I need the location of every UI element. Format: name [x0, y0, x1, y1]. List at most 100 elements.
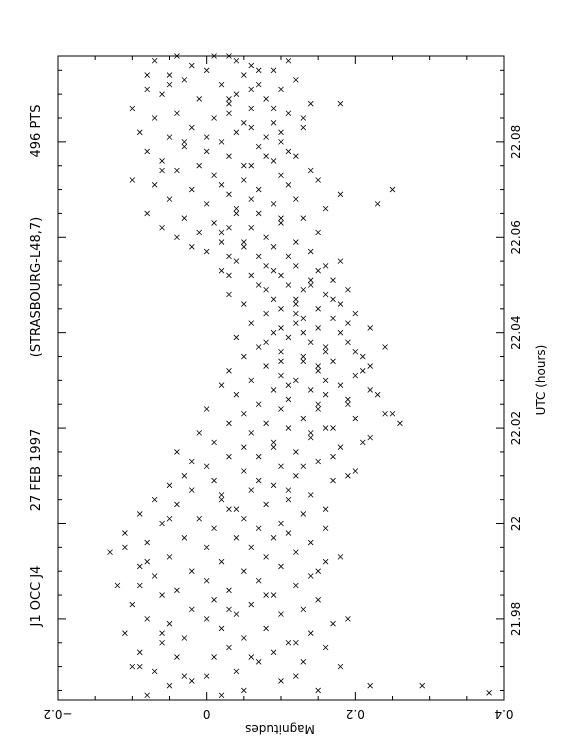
- data-point: [345, 339, 351, 346]
- data-point: [241, 468, 247, 474]
- data-point: [218, 81, 225, 88]
- data-point: [248, 487, 255, 493]
- data-point: [218, 239, 225, 245]
- data-point: [233, 57, 240, 64]
- data-point: [181, 215, 188, 221]
- data-point: [285, 334, 292, 341]
- data-point: [278, 563, 284, 570]
- data-point: [278, 306, 284, 312]
- data-point: [322, 205, 329, 212]
- data-point: [337, 301, 344, 307]
- data-point: [248, 377, 255, 384]
- data-point: [359, 439, 366, 446]
- y-tick-label: −0.2: [43, 707, 72, 721]
- data-point: [285, 425, 292, 431]
- data-point: [129, 601, 136, 608]
- data-point: [278, 86, 284, 93]
- data-point: [241, 244, 247, 250]
- data-point: [330, 453, 336, 460]
- data-point: [352, 310, 359, 317]
- data-point: [136, 129, 143, 136]
- data-point: [322, 348, 329, 355]
- data-point: [293, 377, 299, 384]
- data-point: [315, 325, 321, 331]
- y-axis-label: Magnitudes: [245, 722, 315, 736]
- data-point: [337, 554, 344, 560]
- data-point: [189, 458, 195, 465]
- data-point: [285, 148, 292, 155]
- data-point: [389, 186, 396, 193]
- data-point: [189, 487, 195, 493]
- data-point: [307, 573, 314, 579]
- data-point: [248, 320, 255, 326]
- data-point: [330, 425, 336, 431]
- data-point: [211, 115, 217, 121]
- data-point: [189, 606, 195, 613]
- axis-tick-labels: 21.98 22 22.02 22.04 22.06 22.08 −0.2 0 0.2 0.4: [43, 125, 523, 721]
- data-point: [255, 210, 262, 217]
- data-point: [322, 377, 329, 384]
- data-point: [166, 482, 173, 489]
- data-point: [300, 606, 307, 613]
- data-point: [270, 120, 277, 126]
- data-point: [218, 625, 225, 632]
- data-point: [300, 286, 307, 293]
- data-point: [300, 124, 307, 131]
- data-point: [307, 339, 314, 346]
- data-point: [293, 449, 299, 455]
- data-point: [211, 172, 217, 179]
- data-point: [307, 387, 314, 393]
- data-point: [285, 496, 292, 503]
- data-point: [382, 410, 388, 417]
- data-point: [226, 96, 232, 102]
- data-point: [263, 339, 269, 346]
- data-point: [226, 368, 232, 374]
- header-date: 27 FEB 1997: [29, 429, 44, 512]
- data-point: [144, 692, 150, 699]
- data-point: [322, 506, 329, 512]
- data-point: [270, 482, 277, 489]
- data-point: [263, 592, 269, 598]
- data-point: [293, 549, 299, 555]
- data-point: [144, 148, 150, 155]
- data-point: [307, 248, 314, 255]
- data-point: [218, 139, 225, 145]
- data-point: [181, 77, 188, 83]
- data-point: [203, 544, 210, 551]
- data-point: [189, 244, 195, 250]
- data-point: [255, 577, 262, 584]
- data-point: [382, 344, 388, 350]
- data-point: [241, 120, 247, 126]
- data-point: [203, 67, 210, 74]
- data-point: [248, 162, 255, 169]
- data-point: [270, 105, 277, 112]
- data-point: [241, 301, 247, 307]
- data-point: [211, 439, 217, 446]
- data-point: [263, 363, 269, 369]
- data-point: [248, 654, 255, 660]
- data-point: [359, 353, 366, 360]
- data-point: [144, 539, 150, 546]
- data-point: [337, 191, 344, 198]
- data-point: [181, 635, 188, 641]
- data-point: [352, 372, 359, 379]
- data-point: [263, 234, 269, 241]
- data-point: [226, 606, 232, 613]
- data-point: [322, 644, 329, 651]
- data-point: [218, 229, 225, 236]
- y-tick-label: 0.2: [346, 707, 365, 721]
- data-point: [218, 382, 225, 388]
- data-point: [159, 167, 165, 174]
- data-point: [255, 344, 262, 350]
- data-point: [330, 277, 336, 283]
- data-point: [337, 382, 344, 388]
- x-tick-label: 21.98: [509, 602, 523, 636]
- data-point: [278, 611, 284, 617]
- data-point: [107, 549, 113, 555]
- data-point: [218, 182, 225, 188]
- data-point: [159, 639, 165, 646]
- data-point: [330, 358, 336, 365]
- data-point: [144, 86, 150, 93]
- data-point: [263, 501, 269, 508]
- data-point: [166, 134, 173, 140]
